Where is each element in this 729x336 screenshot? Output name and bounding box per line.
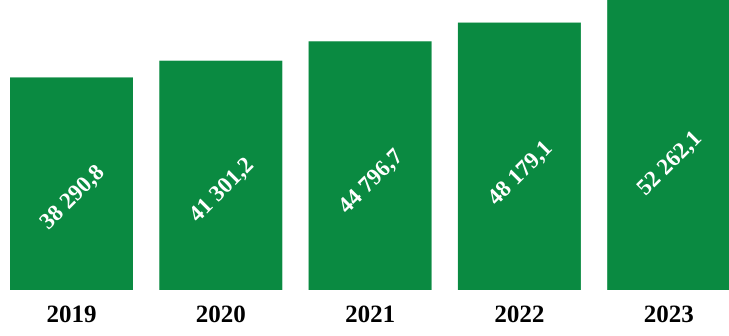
category-label-2022: 2022 <box>494 301 544 328</box>
bar-2020 <box>159 60 283 291</box>
bar-2022 <box>457 22 581 290</box>
bar-2021 <box>308 41 432 290</box>
category-label-2023: 2023 <box>644 301 694 328</box>
bar-2023 <box>607 0 729 291</box>
bar-2019 <box>10 77 133 291</box>
category-label-2020: 2020 <box>196 301 246 328</box>
category-label-2021: 2021 <box>345 301 395 328</box>
category-label-2019: 2019 <box>47 301 97 328</box>
